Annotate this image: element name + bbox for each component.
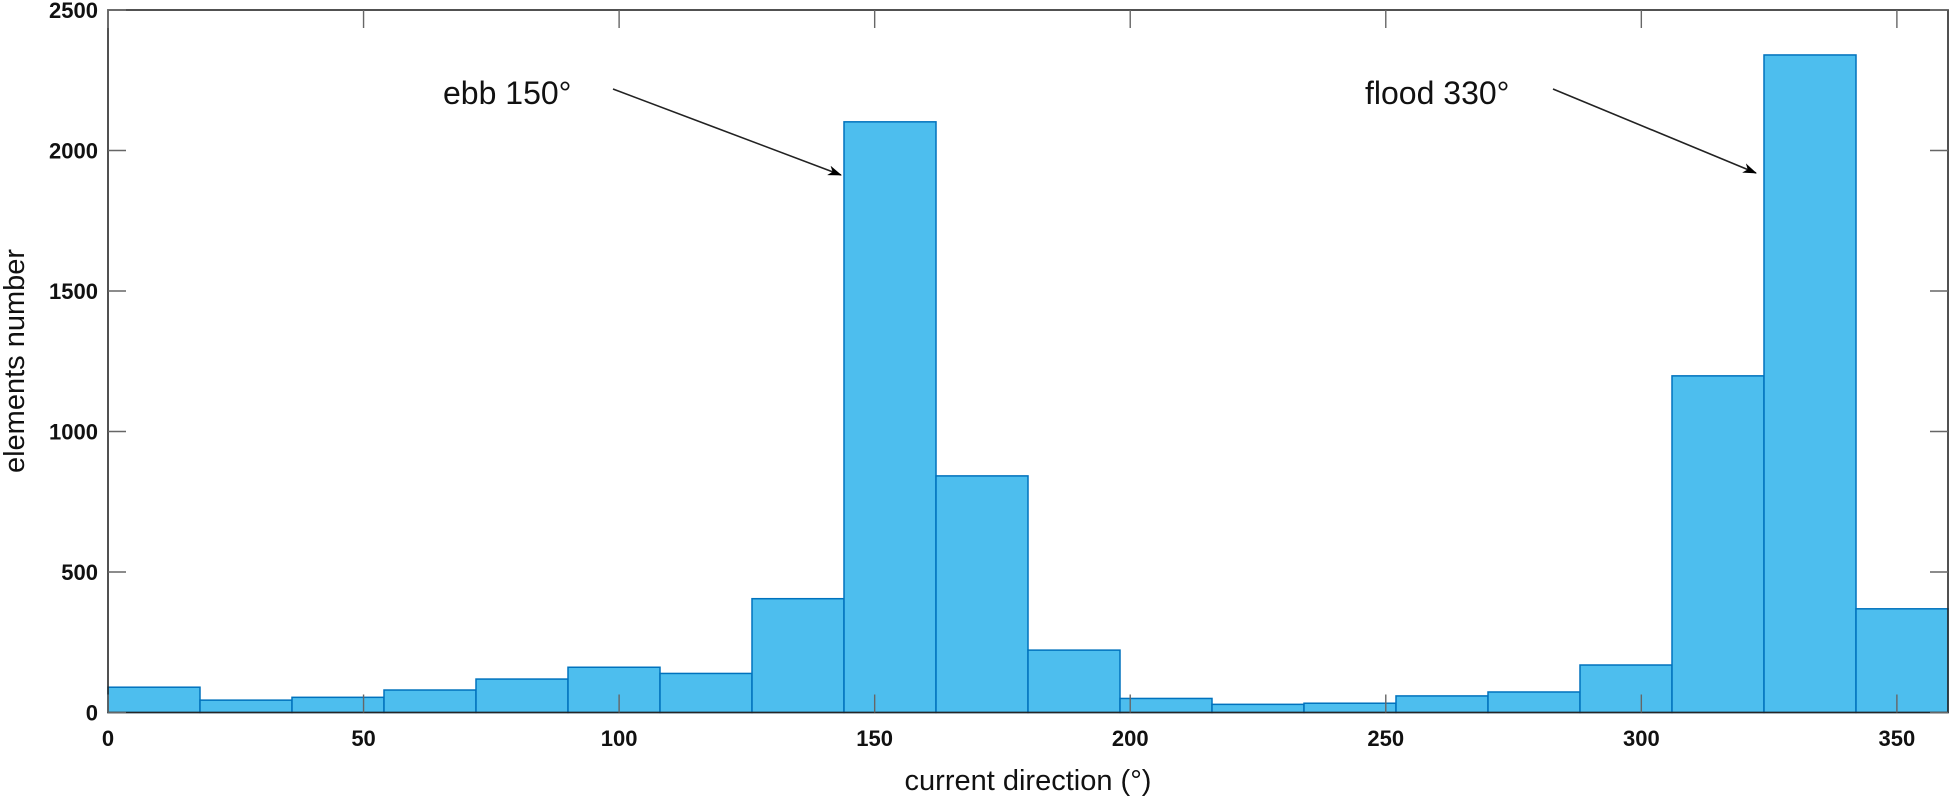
histogram-bar xyxy=(1671,375,1765,714)
histogram-bar xyxy=(1395,695,1489,714)
histogram-bar xyxy=(475,678,569,714)
histogram-bar xyxy=(291,696,385,714)
y-tick-label: 0 xyxy=(86,701,98,726)
x-tick-label: 50 xyxy=(351,726,375,751)
histogram-bar xyxy=(843,121,937,714)
histogram-bar xyxy=(199,699,293,714)
histogram-bar xyxy=(659,672,753,714)
x-tick-label: 150 xyxy=(856,726,893,751)
histogram-bar xyxy=(1579,664,1673,714)
histogram-bar xyxy=(1487,691,1581,714)
histogram-bar xyxy=(1763,54,1857,714)
histogram-bar xyxy=(751,597,845,714)
x-tick-label: 100 xyxy=(601,726,638,751)
axes-box xyxy=(107,9,1949,714)
histogram-bar xyxy=(383,689,477,714)
y-tick-label: 2500 xyxy=(49,0,98,23)
x-tick-label: 350 xyxy=(1879,726,1916,751)
flood-annotation-label: flood 330° xyxy=(1365,75,1509,111)
y-axis-ticks: 0 500 1000 1500 2000 2500 xyxy=(49,0,1948,726)
x-tick-label: 250 xyxy=(1367,726,1404,751)
x-axis-ticks: 0 50 100 150 200 250 300 350 xyxy=(102,10,1915,751)
x-tick-label: 0 xyxy=(102,726,114,751)
ebb-annotation-label: ebb 150° xyxy=(443,75,571,111)
plot-frame xyxy=(107,9,1949,714)
histogram-bars xyxy=(107,54,1949,714)
ebb-arrow-icon xyxy=(612,88,842,176)
histogram-bar xyxy=(1119,697,1213,714)
y-tick-label: 1500 xyxy=(49,279,98,304)
histogram-bar xyxy=(107,686,201,714)
histogram-bar xyxy=(1855,608,1949,714)
y-tick-label: 500 xyxy=(61,560,98,585)
histogram-bar xyxy=(1027,649,1121,714)
y-axis-title: elements number xyxy=(0,249,31,473)
flood-arrow-icon xyxy=(1552,88,1757,174)
histogram-bar xyxy=(1211,703,1305,714)
x-tick-label: 200 xyxy=(1112,726,1149,751)
histogram-bar xyxy=(1303,702,1397,714)
histogram-bar xyxy=(567,666,661,714)
histogram-bar xyxy=(935,475,1029,714)
y-tick-label: 2000 xyxy=(49,139,98,164)
x-tick-label: 300 xyxy=(1623,726,1660,751)
annotations: ebb 150° flood 330° xyxy=(443,75,1757,176)
x-axis-title: current direction (°) xyxy=(905,765,1152,797)
y-tick-label: 1000 xyxy=(49,420,98,445)
